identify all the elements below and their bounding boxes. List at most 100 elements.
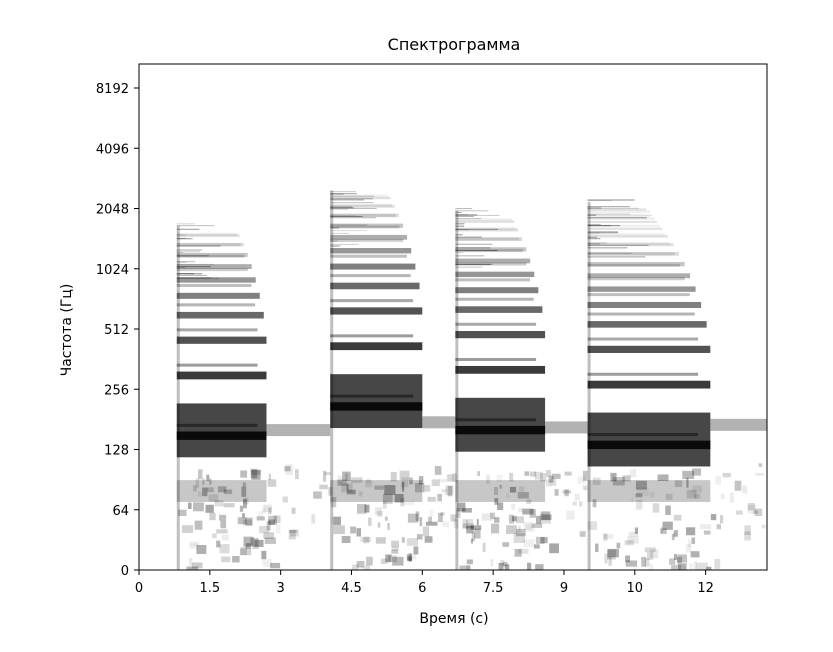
noise-cell [324, 472, 331, 476]
noise-cell [221, 534, 229, 541]
onset-line [176, 225, 180, 570]
onset-streak [330, 199, 365, 201]
onset-streak [330, 215, 363, 217]
noise-cell [374, 507, 382, 516]
noise-cell [268, 473, 272, 480]
noise-cell [550, 478, 557, 486]
noise-cell [250, 468, 258, 479]
noise-cell [434, 466, 442, 475]
noise-cell [407, 513, 419, 523]
onset-streak [176, 273, 195, 275]
onset-streak [176, 237, 186, 239]
harmonic-band [587, 301, 702, 308]
noise-cell [729, 492, 734, 503]
harmonic-sub-band [587, 312, 695, 316]
noise-cell [391, 546, 399, 551]
noise-cell [242, 482, 246, 487]
noise-cell [511, 516, 517, 522]
noise-cell [692, 468, 702, 476]
harmonic-sub-band [330, 334, 414, 338]
harmonic-band [455, 331, 546, 339]
noise-cell [719, 515, 724, 524]
onset-streak [330, 230, 367, 232]
noise-cell [554, 489, 559, 496]
noise-cell [545, 479, 552, 487]
noise-cell [535, 536, 545, 544]
noise-cell [311, 514, 316, 524]
transition-band-2 [422, 416, 456, 429]
noise-cell [677, 563, 687, 570]
noise-cell [223, 503, 235, 508]
noise-cell [266, 521, 271, 531]
onset-streak [587, 247, 628, 249]
harmonic-sub-band [455, 227, 516, 231]
noise-cell [442, 521, 449, 528]
noise-cell [275, 524, 281, 534]
noise-cell [582, 470, 588, 481]
onset-streak [455, 229, 469, 231]
noise-cell [384, 516, 388, 521]
harmonic-band [330, 248, 412, 254]
onset-streak [455, 228, 499, 230]
harmonic-sub-band [587, 217, 655, 221]
onset-streak [455, 249, 498, 251]
noise-cell [669, 558, 676, 565]
noise-cell [686, 527, 696, 536]
onset-streak [587, 217, 647, 219]
noise-cell [715, 475, 722, 485]
noise-cell [673, 530, 678, 537]
noise-cell [603, 533, 614, 539]
noise-cell [539, 473, 547, 482]
noise-cell [391, 549, 399, 554]
noise-cell [337, 479, 348, 487]
harmonic-sub-band [587, 252, 675, 256]
onset-line [587, 202, 591, 570]
noise-cell [439, 478, 448, 483]
noise-cell [627, 536, 639, 544]
noise-cell [364, 504, 370, 513]
onset-streak [455, 214, 500, 216]
onset-streak [587, 225, 612, 227]
noise-cell [529, 509, 536, 518]
onset-streak [455, 208, 473, 210]
onset-streak [176, 234, 186, 236]
noise-cell [646, 551, 654, 560]
noise-cell [540, 537, 548, 544]
noise-cell [673, 554, 678, 560]
onset-streak [587, 244, 649, 246]
onset-streak [330, 195, 375, 197]
noise-cell [516, 516, 524, 524]
noise-cell [254, 539, 264, 548]
onset-streak [176, 223, 195, 225]
harmonic-band [176, 311, 264, 319]
noise-cell [758, 463, 763, 467]
noise-cell [641, 556, 647, 567]
onset-streak [330, 193, 357, 195]
y-tick-label: 0 [121, 564, 129, 579]
noise-cell [526, 499, 532, 504]
noise-cell [622, 475, 631, 482]
noise-cell [411, 554, 417, 560]
onset-streak [330, 206, 352, 208]
sound-segment-4 [587, 199, 721, 570]
noise-cell [649, 563, 654, 570]
noise-cell [695, 562, 708, 570]
noise-cell [257, 511, 263, 517]
noise-cell [685, 543, 692, 553]
onset-streak [455, 263, 493, 265]
harmonic-sub-band [455, 218, 512, 222]
noise-cell [202, 478, 205, 485]
noise-cell [391, 540, 400, 548]
noise-cell [753, 510, 758, 515]
noise-cell [636, 499, 643, 510]
noise-cell [217, 486, 227, 493]
noise-cell [523, 521, 533, 530]
noise-cell [692, 485, 703, 493]
onset-streak [587, 207, 602, 209]
noise-cell [494, 517, 500, 523]
onset-streak [330, 215, 356, 217]
noise-cell [579, 531, 586, 537]
noise-cell [242, 519, 253, 526]
noise-cell [447, 474, 454, 482]
noise-cell [690, 551, 700, 558]
